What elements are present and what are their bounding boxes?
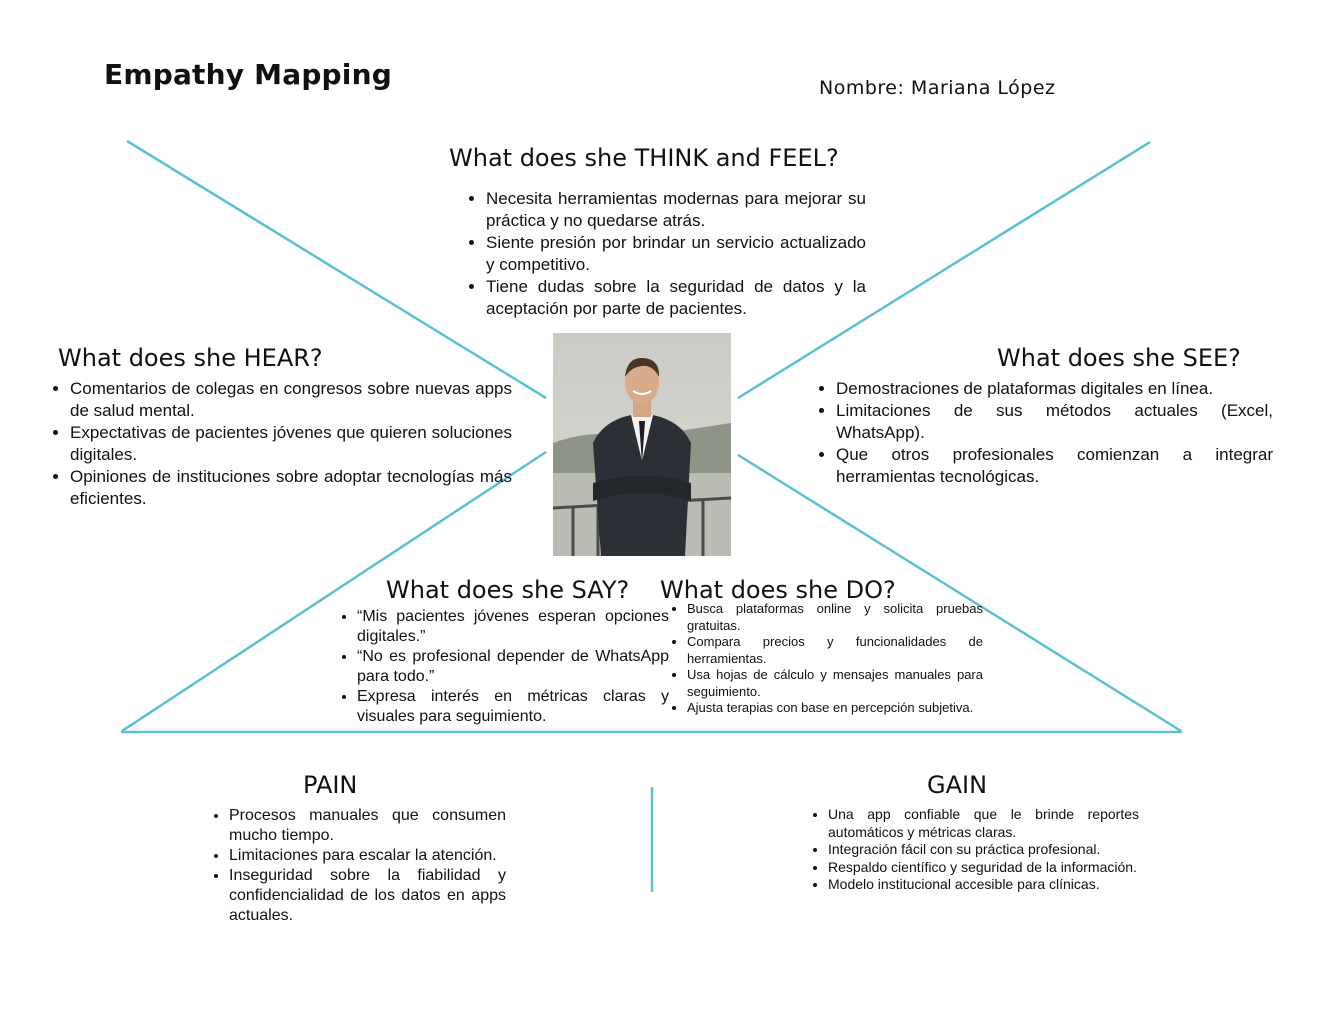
list-item: Procesos manuales que consumen mucho tie…	[229, 806, 506, 846]
line-bottom-left	[121, 450, 547, 733]
page-title: Empathy Mapping	[104, 58, 392, 91]
list-item: Compara precios y funcionalidades de her…	[687, 634, 983, 667]
do-heading: What does she DO?	[660, 576, 896, 604]
list-item: Expresa interés en métricas claras y vis…	[357, 687, 669, 727]
hear-list: Comentarios de colegas en congresos sobr…	[53, 378, 512, 510]
see-heading: What does she SEE?	[997, 344, 1241, 372]
list-item: Demostraciones de plataformas digitales …	[836, 378, 1273, 400]
list-item: Necesita herramientas modernas para mejo…	[486, 188, 866, 232]
line-top-left	[126, 139, 547, 400]
list-item: Integración fácil con su práctica profes…	[828, 841, 1139, 859]
list-item: Expectativas de pacientes jóvenes que qu…	[70, 422, 512, 466]
list-item: Siente presión por brindar un servicio a…	[486, 232, 866, 276]
list-item: Busca plataformas online y solicita prue…	[687, 601, 983, 634]
say-list: “Mis pacientes jóvenes esperan opciones …	[340, 607, 669, 727]
gain-heading: GAIN	[927, 771, 988, 799]
list-item: Que otros profesionales comienzan a inte…	[836, 444, 1273, 488]
line-top-right	[737, 140, 1151, 400]
see-list: Demostraciones de plataformas digitales …	[819, 378, 1273, 488]
list-item: “Mis pacientes jóvenes esperan opciones …	[357, 607, 669, 647]
think-feel-heading: What does she THINK and FEEL?	[449, 144, 839, 172]
do-list: Busca plataformas online y solicita prue…	[670, 601, 983, 717]
line-bottom-right	[737, 453, 1182, 733]
list-item: Una app confiable que le brinde reportes…	[828, 806, 1139, 841]
persona-name: Nombre: Mariana López	[819, 77, 1056, 99]
list-item: Respaldo científico y seguridad de la in…	[828, 859, 1139, 877]
list-item: Inseguridad sobre la fiabilidad y confid…	[229, 866, 506, 926]
list-item: Limitaciones de sus métodos actuales (Ex…	[836, 400, 1273, 444]
say-heading: What does she SAY?	[386, 576, 630, 604]
list-item: Modelo institucional accesible para clín…	[828, 876, 1139, 894]
list-item: Tiene dudas sobre la seguridad de datos …	[486, 276, 866, 320]
pain-list: Procesos manuales que consumen mucho tie…	[212, 806, 506, 926]
gain-list: Una app confiable que le brinde reportes…	[811, 806, 1139, 894]
think-feel-list: Necesita herramientas modernas para mejo…	[469, 188, 866, 320]
hear-heading: What does she HEAR?	[58, 344, 323, 372]
persona-photo	[553, 333, 731, 556]
list-item: Ajusta terapias con base en percepción s…	[687, 700, 983, 717]
pain-heading: PAIN	[303, 771, 358, 799]
list-item: Usa hojas de cálculo y mensajes manuales…	[687, 667, 983, 700]
list-item: Opiniones de instituciones sobre adoptar…	[70, 466, 512, 510]
list-item: “No es profesional depender de WhatsApp …	[357, 647, 669, 687]
list-item: Comentarios de colegas en congresos sobr…	[70, 378, 512, 422]
list-item: Limitaciones para escalar la atención.	[229, 846, 506, 866]
